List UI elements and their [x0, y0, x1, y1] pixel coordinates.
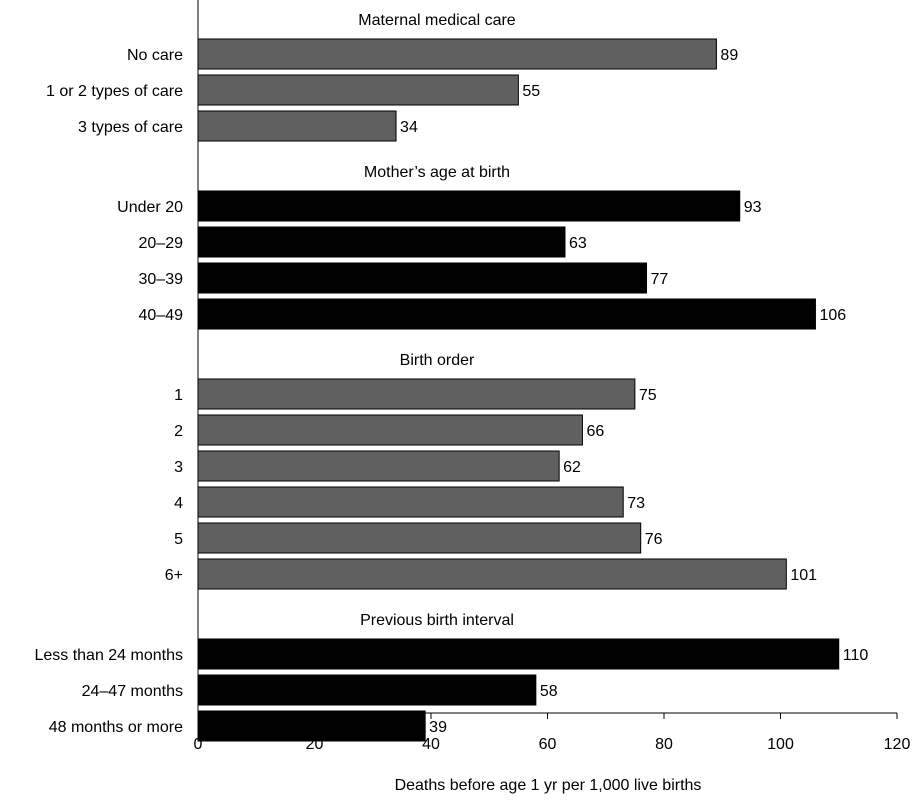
category-label-1: 1: [174, 387, 183, 404]
bar-mother-s-age-at-birth-40-49: [198, 299, 815, 329]
category-label-6: 6+: [165, 567, 183, 584]
bar-previous-birth-interval-24-47-months: [198, 675, 536, 705]
value-label-1-or-2-types-of-care: 55: [522, 83, 540, 100]
category-label-1-or-2-types-of-care: 1 or 2 types of care: [46, 83, 183, 100]
bar-birth-order-4: [198, 487, 623, 517]
value-label-3: 62: [563, 459, 581, 476]
value-label-2: 66: [586, 423, 604, 440]
value-label-20-29: 63: [569, 235, 587, 252]
bar-birth-order-5: [198, 523, 641, 553]
x-tick-label-120: 120: [884, 736, 911, 753]
value-label-no-care: 89: [720, 47, 738, 64]
x-tick-label-100: 100: [767, 736, 794, 753]
group-title-mother-s-age-at-birth: Mother’s age at birth: [364, 164, 510, 181]
category-label-4: 4: [174, 495, 183, 512]
bar-birth-order-3: [198, 451, 559, 481]
category-label-40-49: 40–49: [139, 307, 184, 324]
x-axis-title: Deaths before age 1 yr per 1,000 live bi…: [395, 777, 702, 794]
x-tick-label-60: 60: [539, 736, 557, 753]
x-tick-label-80: 80: [655, 736, 673, 753]
labels-layer: Maternal medical care No care 89 1 or 2 typ…: [34, 12, 868, 736]
value-label-48-months-or-more: 39: [429, 719, 447, 736]
category-label-48-months-or-more: 48 months or more: [49, 719, 183, 736]
value-label-less-than-24-months: 110: [843, 647, 869, 664]
x-tick-label-0: 0: [194, 736, 203, 753]
category-label-no-care: No care: [127, 47, 183, 64]
bar-birth-order-6: [198, 559, 786, 589]
value-label-24-47-months: 58: [540, 683, 558, 700]
value-label-6: 101: [790, 567, 817, 584]
bar-birth-order-1: [198, 379, 635, 409]
bars-layer: [198, 39, 839, 741]
x-tick-label-40: 40: [422, 736, 440, 753]
value-label-5: 76: [645, 531, 663, 548]
category-label-24-47-months: 24–47 months: [82, 683, 183, 700]
bar-mother-s-age-at-birth-under-20: [198, 191, 740, 221]
bar-maternal-medical-care-1-or-2-types-of-care: [198, 75, 518, 105]
bar-birth-order-2: [198, 415, 582, 445]
group-title-birth-order: Birth order: [400, 352, 475, 369]
value-label-4: 73: [627, 495, 645, 512]
group-title-previous-birth-interval: Previous birth interval: [360, 612, 514, 629]
value-label-30-39: 77: [651, 271, 669, 288]
category-label-less-than-24-months: Less than 24 months: [34, 647, 183, 664]
category-label-3: 3: [174, 459, 183, 476]
value-label-3-types-of-care: 34: [400, 119, 418, 136]
category-label-30-39: 30–39: [139, 271, 184, 288]
category-label-5: 5: [174, 531, 183, 548]
category-label-under-20: Under 20: [117, 199, 183, 216]
value-label-40-49: 106: [819, 307, 846, 324]
bar-mother-s-age-at-birth-20-29: [198, 227, 565, 257]
x-tick-label-20: 20: [306, 736, 324, 753]
bar-mother-s-age-at-birth-30-39: [198, 263, 647, 293]
bar-previous-birth-interval-less-than-24-months: [198, 639, 839, 669]
value-label-1: 75: [639, 387, 657, 404]
category-label-2: 2: [174, 423, 183, 440]
category-label-3-types-of-care: 3 types of care: [78, 119, 183, 136]
category-label-20-29: 20–29: [139, 235, 184, 252]
bar-maternal-medical-care-no-care: [198, 39, 716, 69]
value-label-under-20: 93: [744, 199, 762, 216]
group-title-maternal-medical-care: Maternal medical care: [358, 12, 516, 29]
bar-maternal-medical-care-3-types-of-care: [198, 111, 396, 141]
